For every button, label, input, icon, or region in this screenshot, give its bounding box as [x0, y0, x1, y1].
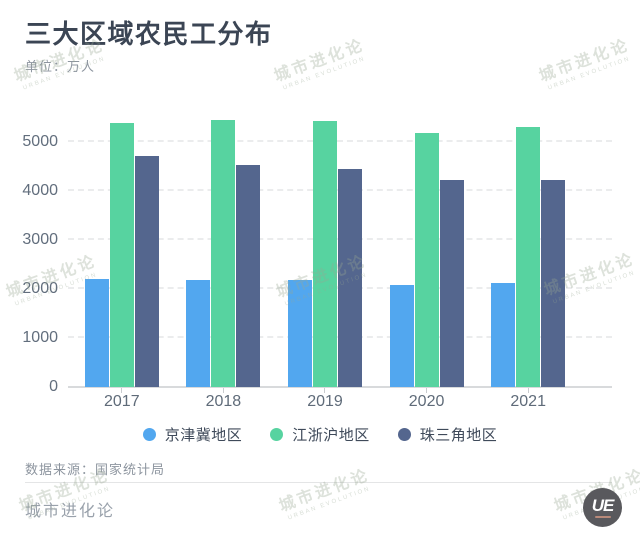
x-tick-cell-2021 — [477, 388, 579, 393]
x-tick-label-2021: 2021 — [510, 393, 546, 410]
y-axis-labels: 0 1000 2000 3000 4000 5000 — [0, 103, 58, 395]
legend-label-1: 江浙沪地区 — [292, 426, 370, 444]
x-tick-cell-2019 — [274, 388, 376, 393]
x-tick-cell-2017 — [71, 388, 173, 393]
bar-2017-series-2 — [134, 155, 159, 387]
bar-group-2020 — [376, 103, 478, 387]
legend-swatch-icon — [397, 427, 411, 441]
legend-item-0: 京津冀地区 — [142, 424, 243, 445]
x-tick-cell-2018 — [173, 388, 275, 393]
watermark-text-en: URBAN EVOLUTION — [547, 55, 632, 92]
bar-group-2017 — [71, 103, 173, 387]
bar-2018-series-0 — [186, 279, 211, 387]
x-tick-label-2017: 2017 — [104, 393, 140, 410]
gridline-5000 — [68, 140, 612, 143]
legend-label-2: 珠三角地区 — [419, 426, 498, 444]
watermark-7: 城市进化论 URBAN EVOLUTION — [275, 461, 375, 523]
watermark-2: 城市进化论 URBAN EVOLUTION — [535, 31, 635, 93]
legend-item-2: 珠三角地区 — [397, 424, 498, 445]
x-tick-mark-2017 — [121, 388, 123, 393]
watermark-text-en: URBAN EVOLUTION — [282, 55, 367, 92]
ue-logo-underline — [594, 516, 611, 518]
footer-divider — [25, 482, 612, 483]
y-tick-label-4000: 4000 — [22, 182, 58, 200]
bar-2021-series-0 — [491, 282, 516, 387]
y-tick-label-3000: 3000 — [22, 231, 58, 249]
data-source-note: 数据来源：国家统计局 — [25, 462, 166, 477]
x-tick-mark-2019 — [324, 388, 326, 393]
brand-name: 城市进化论 — [25, 503, 116, 520]
watermark-text-cn: 城市进化论 — [272, 36, 368, 86]
bar-2021-series-2 — [541, 180, 566, 387]
bar-2019-series-2 — [337, 169, 362, 387]
x-tick-cell-2020 — [376, 388, 478, 393]
watermark-1: 城市进化论 URBAN EVOLUTION — [270, 31, 370, 93]
unit-label: 单位：万人 — [25, 59, 96, 74]
bar-group-2021 — [477, 103, 579, 387]
bar-2020-series-0 — [389, 285, 414, 387]
bars-row — [71, 103, 579, 387]
ue-logo-text: UE — [591, 496, 615, 515]
legend-swatch-icon — [142, 427, 156, 441]
watermark-text-cn: 城市进化论 — [277, 466, 373, 516]
bar-2020-series-2 — [439, 180, 464, 387]
bar-2017-series-0 — [84, 278, 109, 387]
plot-area — [68, 103, 612, 388]
ue-logo: UE — [583, 488, 622, 527]
bar-2018-series-1 — [211, 120, 236, 387]
bar-2019-series-0 — [287, 279, 312, 387]
x-tick-mark-2020 — [426, 388, 428, 393]
chart-legend: 京津冀地区 江浙沪地区 珠三角地区 — [0, 424, 640, 444]
bar-2018-series-2 — [236, 164, 261, 387]
bar-group-2019 — [274, 103, 376, 387]
watermark-text-cn: 城市进化论 — [537, 36, 633, 86]
bar-2021-series-1 — [516, 127, 541, 387]
x-axis-labels: 2017 2018 2019 2020 2021 — [71, 393, 579, 411]
x-tick-label-2020: 2020 — [408, 393, 445, 410]
bar-group-2018 — [173, 103, 275, 387]
bar-2017-series-1 — [109, 123, 134, 387]
x-tick-mark-2021 — [527, 388, 529, 393]
y-tick-label-5000: 5000 — [22, 133, 58, 151]
x-axis-line — [68, 386, 612, 388]
legend-swatch-icon — [270, 427, 284, 441]
y-tick-label-0: 0 — [49, 378, 58, 395]
x-tick-label-2018: 2018 — [205, 393, 242, 410]
legend-item-1: 江浙沪地区 — [270, 424, 370, 445]
bar-2019-series-1 — [312, 120, 337, 387]
x-tick-mark-2018 — [222, 388, 224, 393]
y-tick-label-1000: 1000 — [22, 329, 58, 347]
watermark-text-en: URBAN EVOLUTION — [287, 485, 372, 522]
legend-label-0: 京津冀地区 — [164, 426, 243, 444]
page-title: 三大区域农民工分布 — [25, 19, 273, 49]
x-axis-ticks — [71, 388, 579, 393]
bar-2020-series-1 — [414, 133, 439, 387]
x-tick-label-2019: 2019 — [307, 393, 343, 410]
y-tick-label-2000: 2000 — [22, 280, 58, 298]
